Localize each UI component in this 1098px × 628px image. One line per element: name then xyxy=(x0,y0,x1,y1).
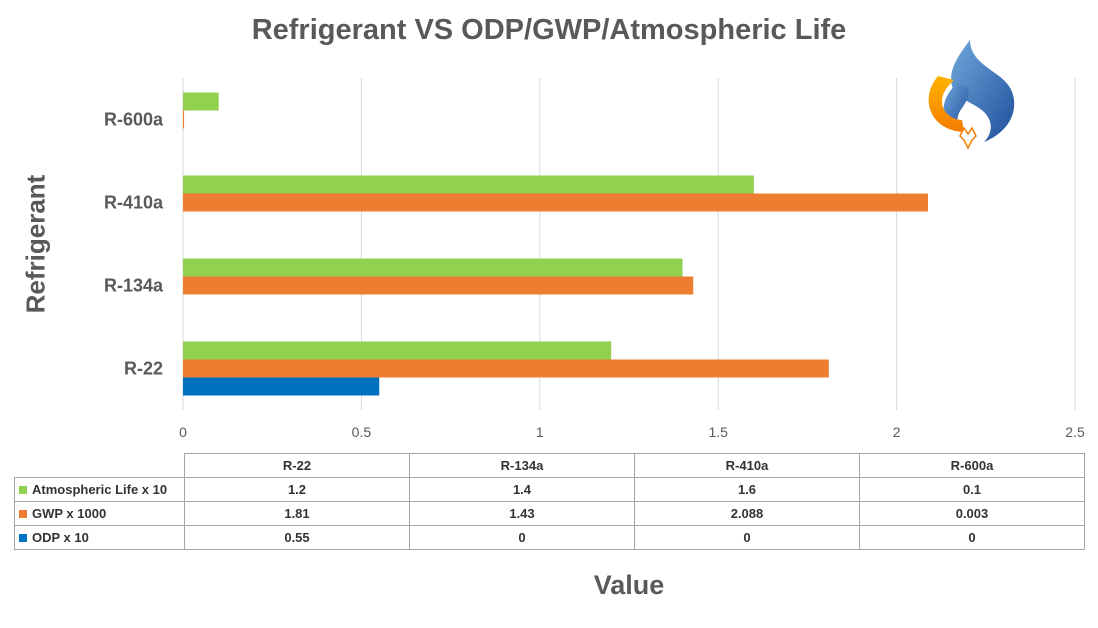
table-cell: 1.43 xyxy=(409,501,635,526)
bar-gwp xyxy=(183,193,928,212)
category-label: R-134a xyxy=(104,276,164,296)
x-axis-title: Value xyxy=(593,570,665,600)
table-cell: 2.088 xyxy=(634,501,860,526)
flame-logo-icon xyxy=(928,40,1015,150)
bar-atmospheric-life xyxy=(183,341,612,360)
table-header-row: R-22 R-134a R-410a R-600a xyxy=(14,453,1085,478)
table-cell: 0.55 xyxy=(184,525,410,550)
legend-gwp: GWP x 1000 xyxy=(14,501,185,526)
data-table: R-22 R-134a R-410a R-600a Atmospheric Li… xyxy=(14,453,1085,550)
category-label: R-600a xyxy=(104,110,164,130)
bar-odp xyxy=(183,377,380,396)
category-label: R-22 xyxy=(124,359,163,379)
table-cell: 1.4 xyxy=(409,477,635,502)
table-cell: 0.003 xyxy=(859,501,1085,526)
legend-swatch-orange xyxy=(19,510,27,518)
table-cell: 0 xyxy=(634,525,860,550)
legend-atmospheric-life: Atmospheric Life x 10 xyxy=(14,477,185,502)
series-name: GWP x 1000 xyxy=(32,506,107,521)
legend-swatch-blue xyxy=(19,534,27,542)
x-tick-label: 0 xyxy=(179,424,187,440)
bar-gwp xyxy=(183,276,694,295)
chart-title: Refrigerant VS ODP/GWP/Atmospheric Life xyxy=(251,14,847,46)
bar-atmospheric-life xyxy=(183,92,219,111)
table-cell: 1.6 xyxy=(634,477,860,502)
table-row: Atmospheric Life x 10 1.2 1.4 1.6 0.1 xyxy=(14,477,1085,502)
category-labels: R-22 R-134a R-410a R-600a xyxy=(104,110,164,379)
table-row: GWP x 1000 1.81 1.43 2.088 0.003 xyxy=(14,501,1085,526)
bar-gwp xyxy=(183,359,829,378)
table-header-cell: R-410a xyxy=(634,453,860,478)
x-tick-label: 2 xyxy=(893,424,901,440)
x-tick-labels: 0 0.5 1 1.5 2 2.5 xyxy=(179,424,1085,440)
bar-atmospheric-life xyxy=(183,258,683,277)
legend-swatch-green xyxy=(19,486,27,494)
x-tick-label: 2.5 xyxy=(1065,424,1085,440)
bar-atmospheric-life xyxy=(183,175,754,194)
table-cell: 0.1 xyxy=(859,477,1085,502)
table-cell: 0 xyxy=(409,525,635,550)
table-row: ODP x 10 0.55 0 0 0 xyxy=(14,525,1085,550)
series-name: ODP x 10 xyxy=(32,530,89,545)
bars xyxy=(183,92,928,396)
plot-area: R-22 R-134a R-410a R-600a 0 0.5 1 1.5 2 2.5 xyxy=(104,78,1085,440)
series-name: Atmospheric Life x 10 xyxy=(32,482,168,497)
table-corner xyxy=(14,453,185,478)
x-tick-label: 0.5 xyxy=(352,424,372,440)
x-tick-label: 1.5 xyxy=(708,424,728,440)
table-cell: 1.2 xyxy=(184,477,410,502)
table-cell: 1.81 xyxy=(184,501,410,526)
table-header-cell: R-600a xyxy=(859,453,1085,478)
category-label: R-410a xyxy=(104,193,164,213)
legend-odp: ODP x 10 xyxy=(14,525,185,550)
table-header-cell: R-134a xyxy=(409,453,635,478)
table-cell: 0 xyxy=(859,525,1085,550)
x-tick-label: 1 xyxy=(536,424,544,440)
bar-gwp xyxy=(183,110,185,129)
gridlines xyxy=(182,78,1076,410)
table-header-cell: R-22 xyxy=(184,453,410,478)
